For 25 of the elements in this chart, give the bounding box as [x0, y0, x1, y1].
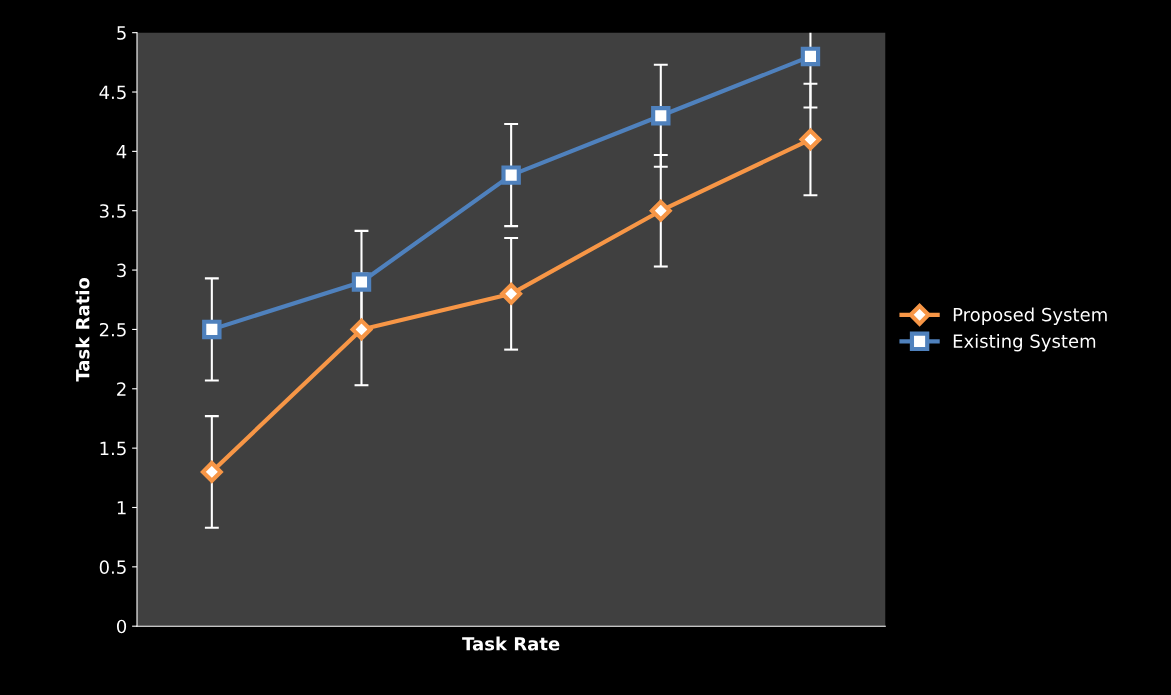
legend-label: Proposed System: [953, 307, 1107, 325]
point: [800, 46, 821, 67]
point: [799, 128, 822, 151]
point: [350, 318, 373, 341]
point: [500, 282, 523, 305]
point: [351, 272, 372, 292]
y-tick-label: 0: [116, 619, 127, 634]
legend-label: Existing System: [953, 333, 1096, 352]
y-tick-label: 0.5: [99, 560, 126, 574]
y-tick-label: 4: [116, 145, 127, 159]
y-tick-label: 1.5: [100, 441, 126, 456]
y-tick-label: 4.5: [99, 85, 126, 100]
y-tick-label: 5: [117, 26, 126, 40]
point: [200, 460, 223, 483]
point: [651, 106, 671, 126]
y-axis-title: Task Ratio: [75, 277, 90, 382]
y-tick-label: 2: [117, 382, 126, 396]
x-axis-title: Task Rate: [462, 636, 560, 651]
y-tick-label: 3: [117, 263, 126, 278]
y-tick-label: 1: [117, 501, 126, 515]
point: [202, 319, 222, 340]
point: [501, 165, 521, 185]
y-tick-label: 3.5: [99, 204, 126, 218]
y-tick-label: 2.5: [99, 322, 126, 337]
point: [649, 199, 672, 222]
